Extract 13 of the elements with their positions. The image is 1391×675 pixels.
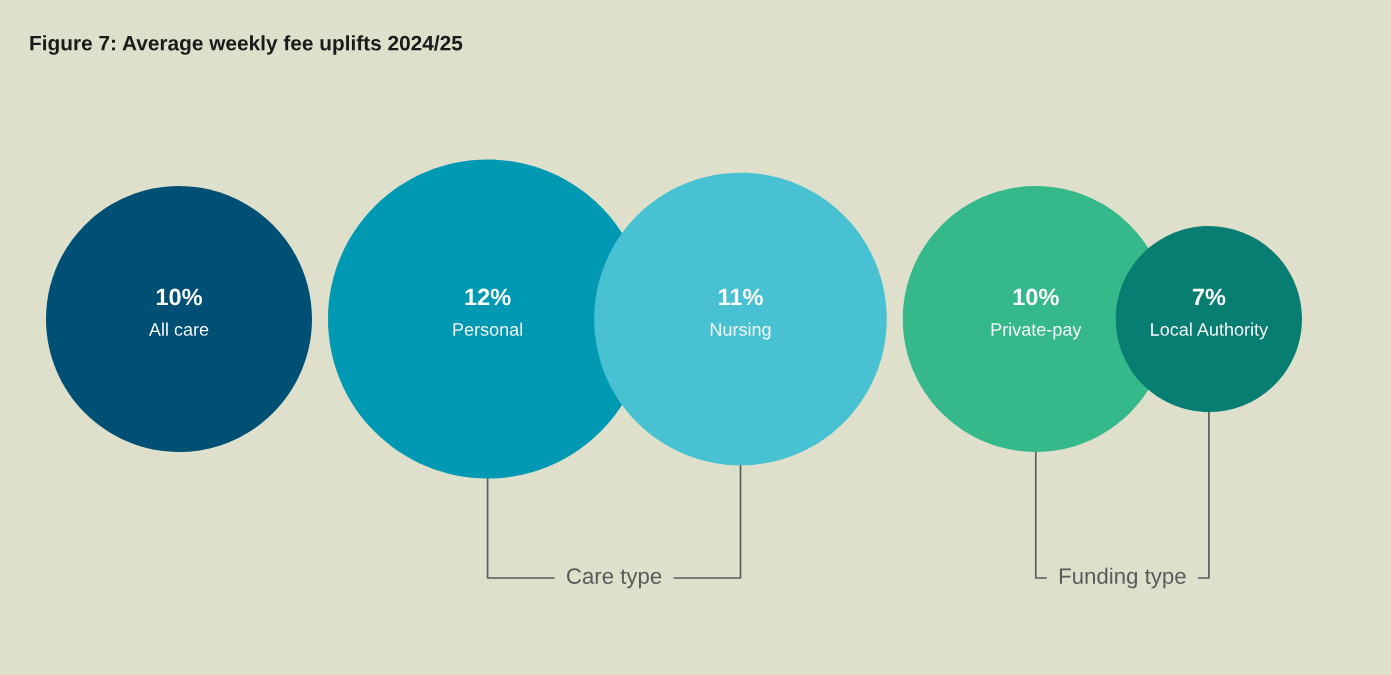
data-label: 7%: [1192, 288, 1226, 306]
text: Figure 7: Average weekly fee uplifts 2024/25: [30, 35, 463, 55]
data-label: 10%: [156, 288, 203, 306]
data-label: 11%: [719, 288, 763, 306]
category-label: All care: [148, 322, 209, 336]
category-label: Local Authority: [1151, 322, 1269, 340]
category-label: Personal: [453, 322, 523, 336]
category-label: Nursing: [710, 322, 771, 340]
data-label: 12%: [465, 288, 511, 306]
category-label: Private-pay: [991, 322, 1082, 340]
text: Care type: [567, 568, 662, 589]
data-label: 10%: [1013, 288, 1059, 306]
text: Funding type: [1059, 567, 1186, 589]
